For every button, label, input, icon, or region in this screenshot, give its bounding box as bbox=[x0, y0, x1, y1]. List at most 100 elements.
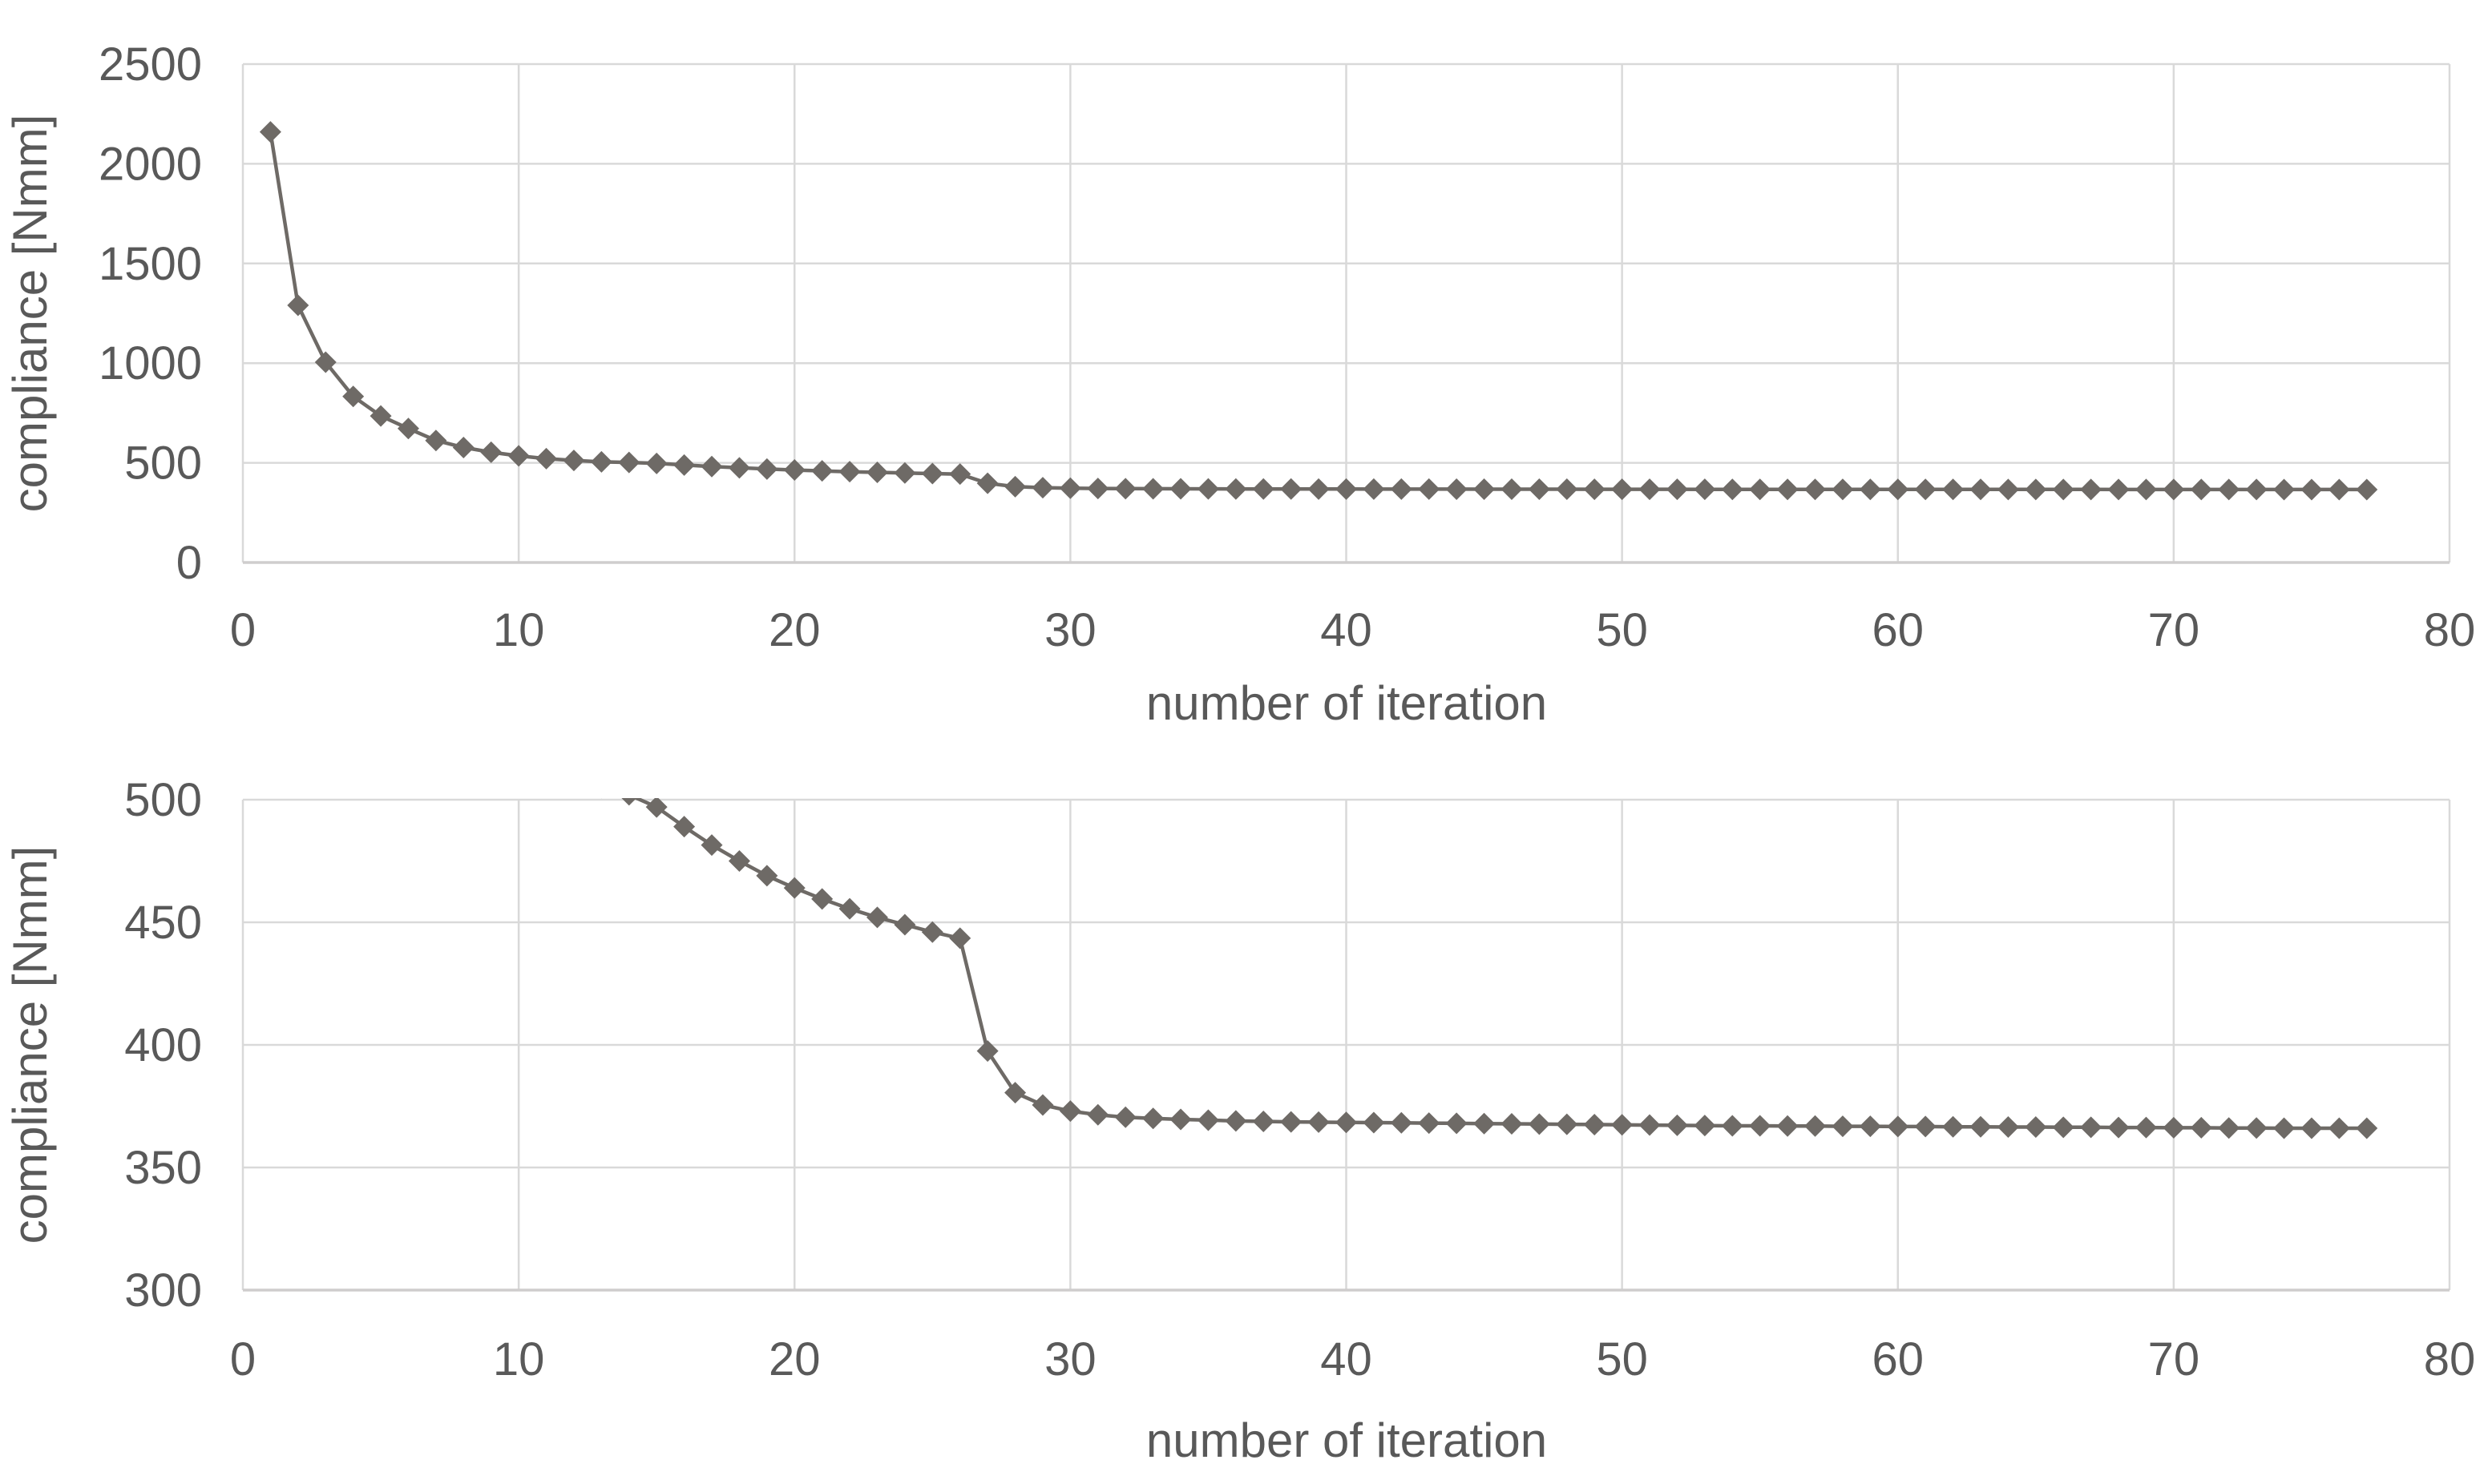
data-point-marker bbox=[1059, 477, 1081, 499]
x-tick-label: 50 bbox=[1596, 1333, 1648, 1385]
data-point-marker bbox=[2080, 478, 2102, 501]
x-tick-label: 80 bbox=[2424, 1333, 2476, 1385]
data-point-marker bbox=[728, 850, 750, 872]
y-tick-label: 2000 bbox=[99, 138, 202, 190]
data-point-marker bbox=[1169, 478, 1192, 500]
data-point-marker bbox=[1749, 478, 1771, 501]
data-point-marker bbox=[1335, 1111, 1357, 1134]
data-point-marker bbox=[1252, 1110, 1274, 1132]
data-point-marker bbox=[2300, 478, 2323, 501]
x-tick-label: 0 bbox=[230, 604, 256, 656]
y-tick-label: 350 bbox=[124, 1142, 202, 1194]
data-point-marker bbox=[976, 1040, 999, 1063]
data-point-marker bbox=[2107, 478, 2130, 501]
data-point-marker bbox=[1363, 1111, 1385, 1134]
data-point-marker bbox=[701, 834, 723, 857]
data-point-marker bbox=[314, 351, 337, 373]
data-point-marker bbox=[701, 455, 723, 478]
x-tick-label: 30 bbox=[1044, 604, 1097, 656]
data-point-marker bbox=[783, 877, 806, 899]
data-point-marker bbox=[1776, 1115, 1799, 1137]
y-tick-label: 0 bbox=[176, 537, 202, 589]
data-point-marker bbox=[2245, 1117, 2268, 1139]
data-point-marker bbox=[2245, 478, 2268, 501]
data-point-marker bbox=[894, 913, 916, 936]
data-point-marker bbox=[2218, 1117, 2240, 1139]
data-point-marker bbox=[535, 741, 557, 759]
data-point-marker bbox=[2190, 478, 2212, 501]
data-point-marker bbox=[1004, 1082, 1027, 1104]
data-point-marker bbox=[949, 927, 971, 950]
data-point-marker bbox=[1804, 1115, 1827, 1137]
x-tick-label: 10 bbox=[493, 1333, 545, 1385]
data-point-marker bbox=[480, 441, 503, 463]
data-point-marker bbox=[2025, 1116, 2047, 1139]
data-point-marker bbox=[1528, 478, 1550, 501]
data-point-marker bbox=[2135, 478, 2157, 501]
series-line bbox=[269, 130, 2369, 492]
data-point-marker bbox=[535, 447, 558, 470]
y-tick-label: 2500 bbox=[99, 38, 202, 91]
data-point-marker bbox=[601, 798, 602, 799]
data-point-marker bbox=[397, 417, 419, 440]
data-point-marker bbox=[1556, 478, 1578, 501]
x-tick-label: 20 bbox=[769, 1333, 821, 1385]
data-point-marker bbox=[2328, 1117, 2350, 1139]
y-tick-label: 500 bbox=[124, 774, 202, 826]
data-point-marker bbox=[838, 897, 861, 920]
x-tick-label: 0 bbox=[230, 1333, 256, 1385]
data-point-marker bbox=[2300, 1117, 2323, 1139]
data-point-marker bbox=[1142, 1107, 1165, 1130]
data-point-marker bbox=[811, 888, 834, 910]
data-point-marker bbox=[1942, 478, 1965, 501]
data-point-marker bbox=[783, 459, 806, 482]
data-point-marker bbox=[1252, 478, 1274, 500]
data-point-marker bbox=[976, 472, 999, 494]
data-point-marker bbox=[866, 906, 888, 929]
x-tick-label: 40 bbox=[1320, 1333, 1372, 1385]
x-tick-label: 40 bbox=[1320, 604, 1372, 656]
data-point-marker bbox=[949, 463, 971, 486]
data-point-marker bbox=[1335, 478, 1357, 500]
data-point-marker bbox=[1694, 478, 1716, 501]
data-point-marker bbox=[1307, 478, 1330, 500]
data-point-marker bbox=[645, 452, 668, 474]
data-point-marker bbox=[1500, 478, 1523, 500]
data-point-marker bbox=[1638, 1114, 1661, 1136]
data-point-marker bbox=[1500, 1113, 1523, 1135]
x-tick-label: 20 bbox=[769, 604, 821, 656]
data-point-marker bbox=[866, 462, 888, 484]
x-axis-title: number of iteration bbox=[1146, 1413, 1547, 1467]
data-point-marker bbox=[1556, 1113, 1578, 1135]
data-point-marker bbox=[1473, 1112, 1496, 1135]
data-point-marker bbox=[1169, 1108, 1192, 1131]
data-point-marker bbox=[2190, 1116, 2212, 1139]
data-point-marker bbox=[811, 460, 834, 482]
data-point-marker bbox=[1307, 1111, 1330, 1133]
data-point-marker bbox=[1197, 1109, 1219, 1131]
data-point-marker bbox=[1969, 478, 1992, 501]
data-point-marker bbox=[1887, 478, 1909, 501]
data-point-marker bbox=[1583, 1113, 1605, 1135]
y-axis-title: compliance [Nmm] bbox=[3, 846, 57, 1244]
data-point-marker bbox=[1694, 1115, 1716, 1137]
data-point-marker bbox=[728, 457, 750, 479]
data-point-marker bbox=[1390, 478, 1412, 500]
x-tick-label: 80 bbox=[2424, 604, 2476, 656]
data-point-marker bbox=[1859, 478, 1881, 501]
data-point-marker bbox=[2273, 478, 2296, 501]
data-point-marker bbox=[1087, 1103, 1109, 1126]
data-point-marker bbox=[921, 462, 943, 485]
data-point-marker bbox=[1638, 478, 1661, 501]
data-point-marker bbox=[1666, 478, 1688, 501]
data-point-marker bbox=[894, 462, 916, 484]
data-point-marker bbox=[1887, 1115, 1909, 1138]
data-point-marker bbox=[425, 429, 447, 452]
data-point-marker bbox=[2163, 478, 2185, 501]
data-point-marker bbox=[1942, 1115, 1965, 1138]
data-point-marker bbox=[1611, 478, 1634, 501]
data-point-marker bbox=[1721, 478, 1743, 501]
data-point-marker bbox=[1280, 478, 1303, 500]
y-tick-label: 500 bbox=[124, 438, 202, 490]
